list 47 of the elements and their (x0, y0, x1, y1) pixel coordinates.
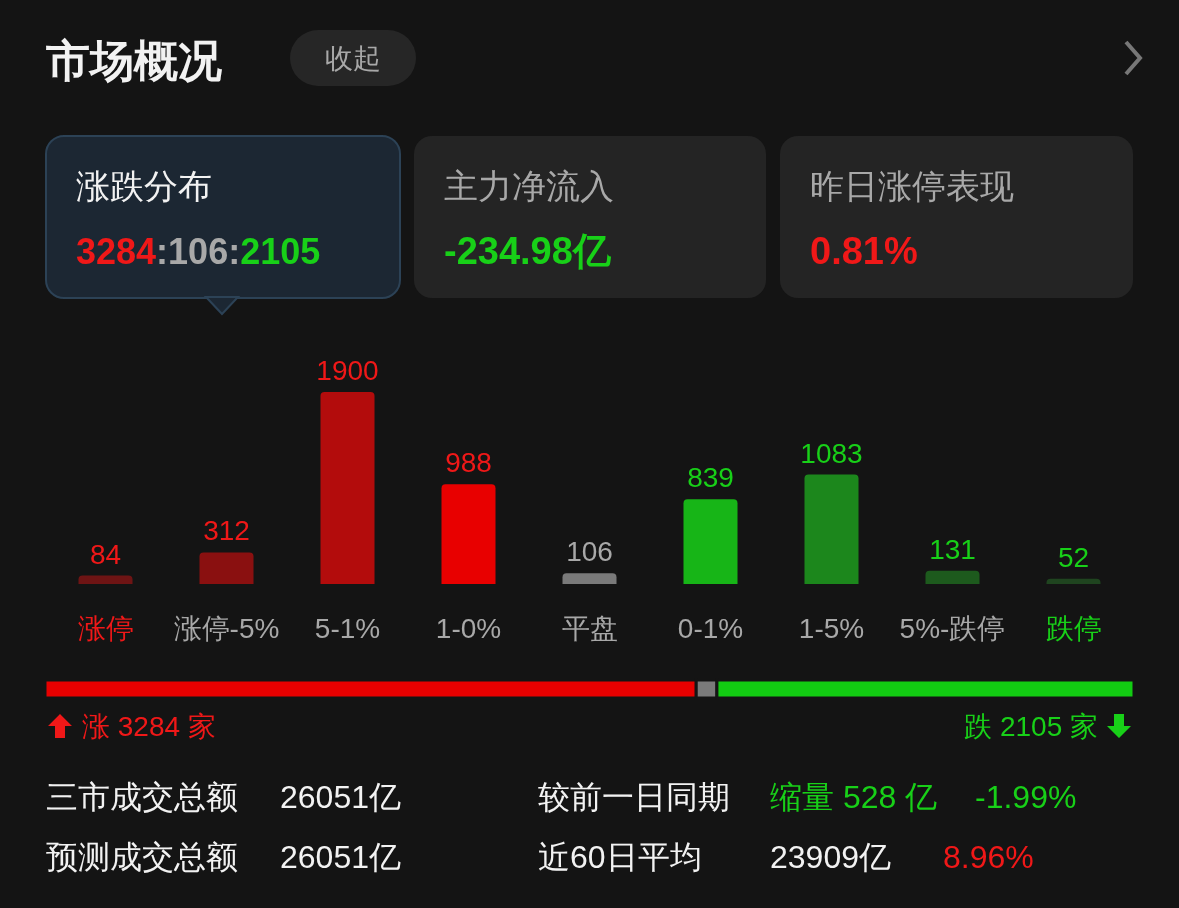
text: 8.96% (943, 839, 1034, 875)
bar (925, 570, 980, 584)
text: 涨 3284 家 (82, 711, 216, 742)
bar (804, 474, 859, 584)
bar (199, 552, 254, 584)
text: 3284:106:2105 (76, 231, 321, 272)
x-tick-label: 涨停-5% (173, 613, 280, 644)
data-label: 988 (445, 447, 492, 479)
bar (320, 392, 375, 584)
bar (562, 573, 617, 584)
text: 预测成交总额 (46, 839, 238, 875)
x-tick-label: 涨停 (77, 613, 134, 644)
bar (441, 484, 496, 584)
text: 涨跌分布 (76, 167, 212, 205)
text: 缩量 528 亿 (770, 779, 938, 815)
x-tick-label: 1-0% (435, 613, 502, 644)
text: 主力净流入 (444, 167, 614, 205)
text: -234.98亿 (444, 230, 612, 272)
text: 26051亿 (280, 839, 401, 875)
data-label: 839 (687, 462, 734, 494)
text: 三市成交总额 (46, 779, 238, 815)
text: 0.81% (810, 230, 918, 272)
data-label: 312 (203, 515, 250, 547)
bar (683, 499, 738, 584)
text: 23909亿 (770, 839, 891, 875)
text: 昨日涨停表现 (810, 167, 1014, 205)
data-label: 84 (89, 538, 122, 570)
data-label: 106 (566, 536, 613, 568)
x-tick-label: 跌停 (1045, 613, 1102, 644)
bar (78, 575, 133, 584)
text: 市场概况 (46, 36, 222, 85)
text: -1.99% (975, 779, 1077, 815)
text: 较前一日同期 (538, 779, 730, 815)
data-label: 1900 (316, 355, 379, 386)
x-tick-label: 0-1% (677, 613, 744, 644)
x-tick-label: 5%-跌停 (899, 613, 1006, 644)
x-tick-label: 1-5% (798, 613, 865, 644)
x-tick-label: 平盘 (561, 613, 618, 644)
text: 26051亿 (280, 779, 401, 815)
data-label: 131 (929, 533, 976, 565)
x-tick-label: 5-1% (314, 613, 381, 644)
text: 近60日平均 (538, 839, 702, 875)
text: 跌 2105 家 (964, 711, 1098, 742)
data-label: 1083 (800, 437, 863, 469)
bar (1046, 578, 1101, 584)
text: 收起 (325, 43, 381, 74)
data-label: 52 (1057, 541, 1090, 573)
